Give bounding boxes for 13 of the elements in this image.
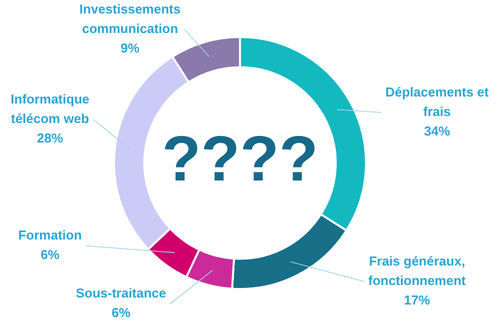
slice-label: Déplacements et frais (385, 84, 490, 120)
data-label: 17% (404, 292, 430, 308)
slice-label: Formation (18, 228, 82, 243)
data-label: 28% (36, 130, 64, 146)
slice-label: Informatique télécom web (10, 92, 90, 126)
slice-label: Investissements communication (79, 2, 181, 36)
text: ???? (162, 122, 318, 195)
data-label: 6% (112, 305, 131, 320)
data-label: 9% (120, 40, 140, 56)
data-label: 34% (424, 124, 450, 139)
data-label: 6% (40, 247, 60, 262)
slice-label: Frais généraux, fonctionnement (368, 254, 466, 288)
slice-label: Sous-traitance (76, 286, 166, 301)
